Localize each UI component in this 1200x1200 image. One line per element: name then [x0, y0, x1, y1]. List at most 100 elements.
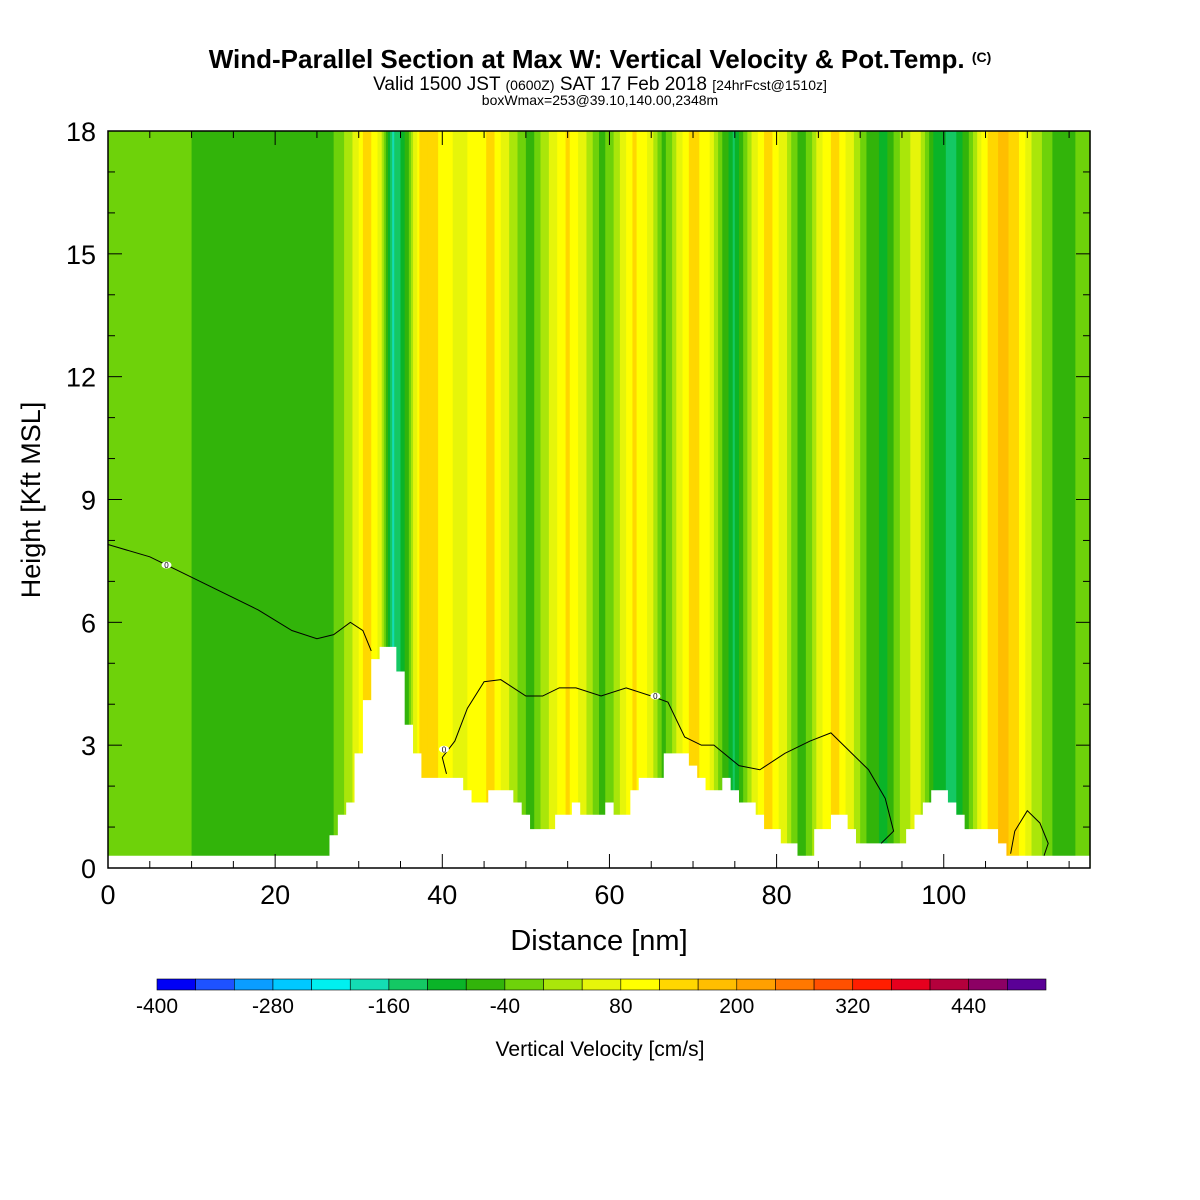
contour-label: 0: [442, 745, 447, 754]
velocity-cell: [216, 131, 220, 868]
velocity-cell: [676, 131, 679, 868]
velocity-cell: [567, 131, 571, 868]
velocity-cell: [922, 131, 926, 868]
velocity-cell: [797, 131, 801, 868]
velocity-cell: [199, 131, 203, 868]
velocity-cell: [1048, 131, 1051, 868]
velocity-cell: [477, 131, 481, 868]
colorbar-tick-label: 80: [609, 995, 632, 1018]
valid-date: SAT 17 Feb 2018: [559, 74, 707, 95]
velocity-cell: [314, 131, 318, 868]
velocity-cell: [233, 131, 237, 868]
terrain-shape: [108, 646, 1090, 868]
velocity-cell: [927, 131, 930, 868]
valid-utc: (0600Z): [505, 77, 555, 93]
velocity-cell: [705, 131, 709, 868]
velocity-cell: [640, 131, 644, 868]
velocity-cell: [1002, 131, 1005, 868]
velocity-cell: [438, 131, 441, 868]
velocity-cell: [931, 131, 934, 868]
velocity-cell: [741, 131, 744, 868]
velocity-cell: [1029, 131, 1033, 868]
velocity-cell: [310, 131, 314, 868]
velocity-cell: [603, 131, 606, 868]
velocity-cell: [680, 131, 684, 868]
velocity-cell: [427, 131, 431, 868]
velocity-cell: [690, 131, 694, 868]
velocity-cell: [141, 131, 145, 868]
velocity-cell: [621, 131, 625, 868]
velocity-cell: [1006, 131, 1010, 868]
velocity-cell: [183, 131, 186, 868]
velocity-cell: [490, 131, 494, 868]
velocity-cell: [774, 131, 778, 868]
velocity-cell: [158, 131, 161, 868]
velocity-cell: [540, 131, 544, 868]
velocity-cell: [329, 131, 333, 868]
velocity-cell: [492, 131, 496, 868]
velocity-cell: [358, 131, 362, 868]
velocity-cell: [975, 131, 978, 868]
velocity-cell: [302, 131, 305, 868]
velocity-cell: [960, 131, 964, 868]
velocity-cell: [385, 131, 389, 868]
velocity-cell: [1041, 131, 1045, 868]
velocity-cell: [381, 131, 385, 868]
velocity-cell: [548, 131, 552, 868]
velocity-cell: [778, 131, 782, 868]
velocity-cell: [525, 131, 529, 868]
velocity-cell: [557, 131, 560, 868]
velocity-cell: [908, 131, 911, 868]
velocity-cell: [1052, 131, 1056, 868]
velocity-cell: [356, 131, 360, 868]
velocity-cell: [262, 131, 266, 868]
velocity-cell: [991, 131, 995, 868]
velocity-cell: [642, 131, 646, 868]
velocity-cell: [364, 131, 368, 868]
velocity-cell: [912, 131, 916, 868]
velocity-cell: [270, 131, 274, 868]
box-max-text: boxWmax=253@39.10,140.00,2348m: [481, 92, 719, 108]
velocity-cell: [231, 131, 234, 868]
velocity-cell: [342, 131, 345, 868]
velocity-cell: [214, 131, 218, 868]
velocity-cell: [504, 131, 508, 868]
velocity-cell: [187, 131, 191, 868]
velocity-cell: [833, 131, 836, 868]
velocity-cell: [488, 131, 491, 868]
y-tick-label: 9: [81, 486, 96, 516]
velocity-cell: [1012, 131, 1016, 868]
velocity-cell: [916, 131, 920, 868]
velocity-cell: [878, 131, 882, 868]
velocity-cell: [413, 131, 416, 868]
x-tick-label: 60: [594, 880, 624, 910]
colorbar-swatch: [311, 978, 351, 991]
velocity-cell: [394, 131, 397, 868]
velocity-cell: [369, 131, 372, 868]
velocity-cell: [770, 131, 774, 868]
velocity-cell: [594, 131, 598, 868]
velocity-cell: [308, 131, 312, 868]
velocity-cell: [195, 131, 199, 868]
velocity-cell: [130, 131, 134, 868]
velocity-cell: [647, 131, 650, 868]
velocity-cell: [360, 131, 364, 868]
colorbar-tick-label: -40: [490, 995, 520, 1018]
velocity-cell: [738, 131, 742, 868]
velocity-cell: [695, 131, 698, 868]
velocity-cell: [496, 131, 500, 868]
colorbar-swatch: [891, 978, 931, 991]
velocity-cell: [197, 131, 201, 868]
colorbar-swatch: [156, 978, 196, 991]
velocity-cell: [143, 131, 147, 868]
velocity-cell: [1018, 131, 1022, 868]
velocity-cell: [379, 131, 383, 868]
colorbar-tick-label: 200: [719, 995, 754, 1018]
velocity-cell: [891, 131, 895, 868]
velocity-cell: [166, 131, 170, 868]
velocity-cell: [954, 131, 957, 868]
velocity-cell: [550, 131, 554, 868]
velocity-cell: [293, 131, 297, 868]
velocity-cell: [768, 131, 771, 868]
